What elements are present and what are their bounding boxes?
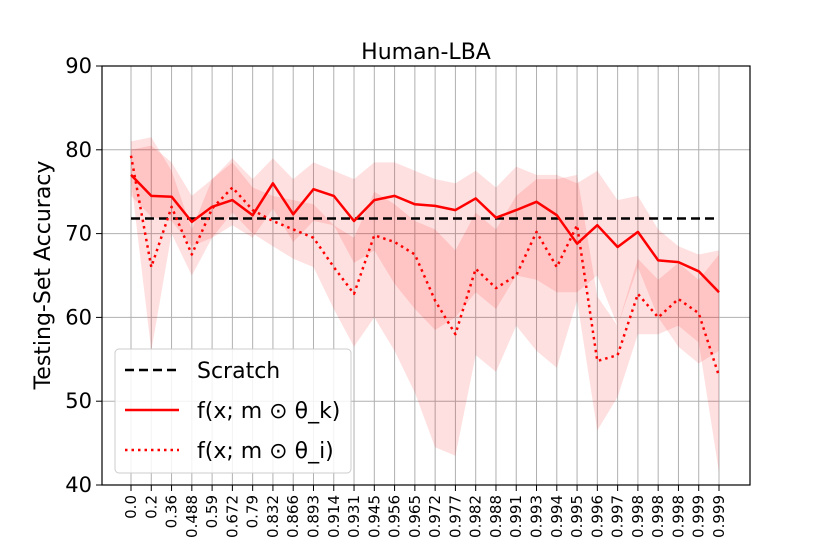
x-tick-label: 0.0: [122, 495, 140, 519]
x-tick-label: 0.965: [406, 495, 424, 538]
x-tick-label: 0.36: [163, 495, 181, 528]
band-series-1: [131, 145, 719, 364]
x-tick-label: 0.998: [629, 495, 647, 538]
y-tick-label: 70: [65, 222, 92, 246]
x-tick-label: 0.994: [548, 495, 566, 538]
x-tick-label: 0.893: [304, 495, 322, 538]
legend-label-theta-k: f(x; m ⊙ θ_k): [197, 399, 340, 424]
x-tick-label: 0.832: [264, 495, 282, 538]
x-tick-label: 0.866: [284, 495, 302, 538]
x-tick-label: 0.931: [345, 495, 363, 538]
x-tick-label: 0.977: [446, 495, 464, 538]
x-tick-label: 0.998: [649, 495, 667, 538]
x-tick-label: 0.488: [183, 495, 201, 538]
y-tick-label: 40: [65, 473, 92, 497]
x-tick-label: 0.988: [487, 495, 505, 538]
x-tick-label: 0.999: [710, 495, 728, 538]
y-tick-label: 50: [65, 389, 92, 413]
x-tick-label: 0.995: [568, 495, 586, 538]
x-tick-label: 0.982: [467, 495, 485, 538]
x-tick-label: 0.79: [244, 495, 262, 528]
x-tick-label: 0.999: [690, 495, 708, 538]
y-tick-label: 80: [65, 138, 92, 162]
y-axis: 40 50 60 70 80 90: [65, 54, 102, 497]
x-tick-label: 0.956: [386, 495, 404, 538]
x-tick-label: 0.993: [528, 495, 546, 538]
x-tick-label: 0.996: [588, 495, 606, 538]
y-axis-label: Testing-Set Accuracy: [31, 161, 56, 391]
legend-box: [114, 348, 352, 474]
x-tick-label: 0.914: [325, 495, 343, 538]
x-tick-label: 0.998: [669, 495, 687, 538]
x-tick-label: 0.997: [609, 495, 627, 538]
x-tick-label: 0.945: [365, 495, 383, 538]
y-tick-label: 60: [65, 305, 92, 329]
x-tick-label: 0.672: [223, 495, 241, 538]
x-tick-label: 0.2: [142, 495, 160, 519]
x-tick-label: 0.972: [426, 495, 444, 538]
y-tick-label: 90: [65, 54, 92, 78]
band-series-2: [131, 137, 719, 473]
plot-frame: [101, 65, 751, 486]
legend-label-theta-i: f(x; m ⊙ θ_i): [197, 439, 334, 464]
x-axis: 0.0 0.2 0.36 0.488 0.59 0.672 0.79 0.832 0.866 0.…: [122, 485, 728, 538]
confidence-bands: [131, 137, 719, 473]
legend-label-scratch: Scratch: [197, 359, 280, 384]
line-series-1: [130, 174, 720, 294]
x-tick-label: 0.991: [507, 495, 525, 538]
series-lines: [129, 155, 721, 377]
legend: Scratch f(x; m ⊙ θ_k) f(x; m ⊙ θ_i): [114, 348, 352, 474]
x-tick-label: 0.59: [203, 495, 221, 528]
chart-title: Human-LBA: [361, 40, 491, 65]
